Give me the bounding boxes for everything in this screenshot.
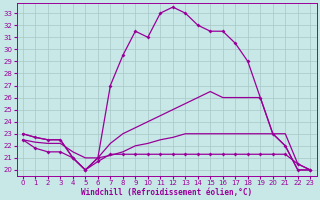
X-axis label: Windchill (Refroidissement éolien,°C): Windchill (Refroidissement éolien,°C) <box>81 188 252 197</box>
